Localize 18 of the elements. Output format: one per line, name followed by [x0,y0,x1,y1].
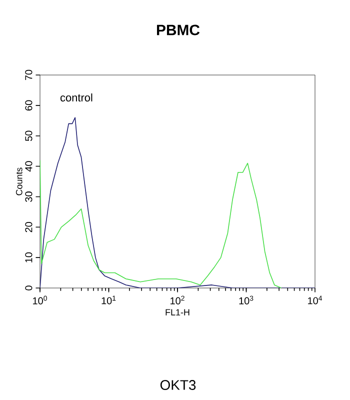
text: OKT3 [160,380,196,390]
x-tick-label: 10$^{1}$ [102,296,116,304]
y-tick-label: 60 [25,100,32,110]
y-tick-label: 0 [25,286,32,290]
y-tick-label: 20 [25,222,32,232]
y-tick-label: 30 [25,192,32,202]
series-label: control [60,93,92,102]
y-tick-label: 40 [25,161,32,172]
y-tick-label: 10 [25,252,32,262]
x-tick-label: 10$^{2}$ [170,296,184,304]
chart-title: PBMC [157,24,200,36]
x-tick-label: 10$^{0}$ [33,296,47,304]
y-tick-label: 70 [25,70,32,80]
x-tick-label: 10$^{3}$ [239,296,254,304]
y-axis-title: Counts [16,168,22,196]
y-tick-label: 50 [25,130,32,141]
x-axis-title: FL1-H [166,309,190,316]
x-tick-label: 10$^{4}$ [308,296,322,304]
